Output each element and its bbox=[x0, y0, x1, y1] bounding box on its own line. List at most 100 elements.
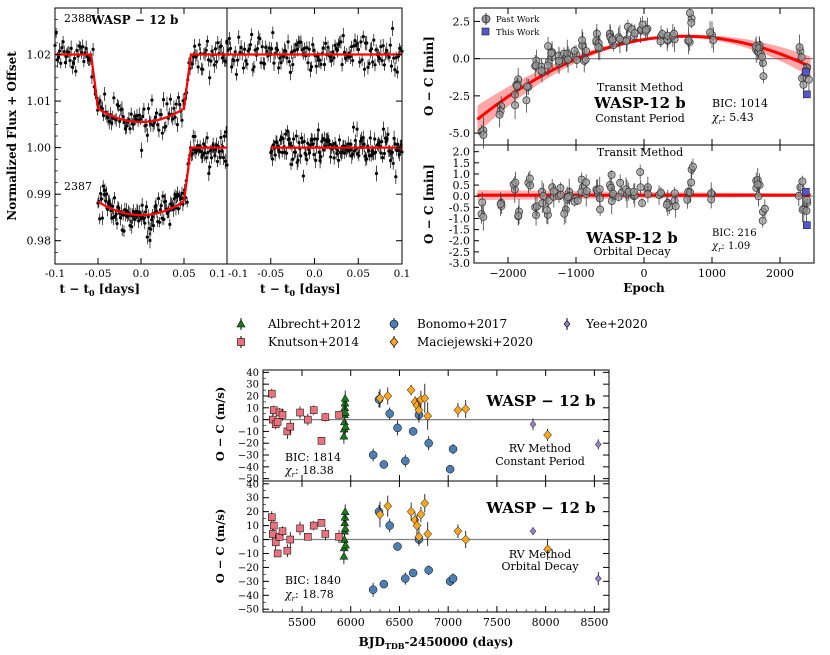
lc-point-2 bbox=[348, 55, 352, 59]
rv-top-planet: WASP − 12 b bbox=[485, 392, 595, 410]
timing-past-point bbox=[479, 213, 488, 221]
lc-point-3 bbox=[381, 156, 385, 160]
lc-point-3 bbox=[270, 157, 275, 161]
lc-point-0 bbox=[69, 46, 73, 50]
timing-past-point bbox=[688, 162, 697, 171]
lc-point-0 bbox=[103, 92, 107, 96]
lc-point-1 bbox=[161, 194, 165, 198]
lc-point-0 bbox=[123, 127, 128, 131]
lc-point-2 bbox=[305, 46, 309, 50]
lc-point-2 bbox=[306, 61, 310, 65]
lc-point-1 bbox=[103, 188, 107, 192]
rv-point-bonomo bbox=[385, 409, 394, 418]
lc-point-1 bbox=[105, 192, 109, 196]
lc-point-1 bbox=[163, 199, 168, 204]
lc-point-1 bbox=[202, 142, 206, 146]
lc-point-2 bbox=[358, 60, 362, 64]
rv-axes: 404030302020101000−10−10−20−20−30−30−40−… bbox=[238, 368, 609, 629]
lc-point-0 bbox=[70, 65, 74, 69]
lc-point-2 bbox=[371, 60, 375, 64]
lc-point-2 bbox=[391, 26, 395, 31]
lc-point-0 bbox=[131, 122, 136, 126]
lc-point-0 bbox=[137, 113, 141, 117]
lc-point-2 bbox=[299, 40, 303, 44]
timing-past-point bbox=[525, 174, 534, 183]
rv-point-knutson bbox=[304, 415, 312, 424]
rv-point-bonomo bbox=[368, 450, 378, 460]
timing-x-label: Epoch bbox=[623, 281, 665, 295]
lc-point-1 bbox=[151, 223, 156, 228]
rv-panel: Albrecht+2012 Knutson+2014 Bonomo+2017 M… bbox=[213, 317, 648, 651]
lc-point-0 bbox=[224, 60, 228, 64]
timing-past-point bbox=[522, 96, 531, 105]
lc-point-2 bbox=[395, 70, 399, 74]
lc-point-1 bbox=[177, 194, 181, 198]
timing-past-point bbox=[656, 37, 665, 46]
lc-point-0 bbox=[141, 114, 145, 119]
lc-xtick-label-right: 0.05 bbox=[347, 268, 370, 280]
lc-point-1 bbox=[99, 197, 104, 201]
lc-point-1 bbox=[98, 217, 102, 221]
lc-point-3 bbox=[270, 149, 274, 153]
rv-point-yee bbox=[529, 527, 537, 536]
rv-ytick-label-top: 30 bbox=[246, 380, 259, 391]
lc-point-1 bbox=[218, 155, 222, 160]
lc-point-1 bbox=[145, 235, 149, 239]
timing-bottom-ytick-label: 1.5 bbox=[453, 157, 471, 170]
lc-point-2 bbox=[245, 62, 249, 66]
lc-model-line-1 bbox=[97, 146, 227, 217]
timing-past-point bbox=[758, 216, 767, 225]
lc-point-2 bbox=[335, 48, 340, 52]
timing-past-point bbox=[538, 199, 547, 208]
timing-past-point bbox=[670, 189, 679, 198]
rv-point-knutson bbox=[304, 532, 312, 541]
lc-point-2 bbox=[355, 41, 359, 45]
lc-point-0 bbox=[128, 127, 132, 131]
timing-past-point bbox=[573, 196, 582, 205]
rv-point-knutson bbox=[278, 411, 287, 419]
lc-point-3 bbox=[288, 141, 292, 146]
lc-point-0 bbox=[220, 56, 224, 60]
rv-x-label: BJDTDB-2450000 (days) bbox=[359, 635, 514, 651]
lc-xtick-label-right: -0.05 bbox=[257, 268, 284, 280]
timing-past-point bbox=[616, 178, 625, 187]
timing-past-point bbox=[513, 82, 521, 91]
light-curve-panel: 0.98 0.99 1.00 1.01 1.02 -0.1 -0.1 -0.05 -0.05 0.… bbox=[5, 7, 410, 298]
lc-point-1 bbox=[157, 220, 162, 224]
rv-point-maciejewski bbox=[543, 544, 552, 555]
lc-point-2 bbox=[344, 56, 348, 61]
lc-point-0 bbox=[208, 76, 212, 80]
timing-past-point bbox=[804, 75, 813, 84]
rv-point-bonomo bbox=[448, 574, 458, 583]
rv-point-maciejewski bbox=[423, 411, 433, 421]
lc-point-3 bbox=[374, 171, 379, 176]
rv-point-bonomo bbox=[445, 464, 455, 474]
timing-bottom-model: Orbital Decay bbox=[593, 245, 671, 258]
lc-point-0 bbox=[176, 95, 181, 100]
rv-point-knutson bbox=[278, 527, 287, 535]
rv-point-knutson bbox=[268, 389, 276, 398]
lc-point-2 bbox=[252, 65, 256, 69]
rv-ytick-label-bottom: 0 bbox=[253, 535, 259, 546]
lc-point-2 bbox=[356, 47, 361, 52]
timing-axes: 2.50.0-2.5-5.02.01.51.00.50.0-0.5-1.0-1.… bbox=[449, 8, 794, 280]
legend-knutson: Knutson+2014 bbox=[237, 335, 359, 349]
lc-point-2 bbox=[311, 42, 315, 47]
timing-past-point bbox=[760, 204, 769, 213]
lc-point-1 bbox=[159, 204, 163, 208]
lc-point-2 bbox=[308, 68, 312, 72]
lc-point-2 bbox=[262, 62, 267, 66]
lc-point-0 bbox=[153, 115, 158, 119]
lc-point-0 bbox=[90, 75, 94, 79]
lc-point-2 bbox=[239, 45, 243, 50]
lc-point-3 bbox=[289, 162, 293, 166]
lc-point-2 bbox=[339, 40, 343, 44]
legend-albrecht: Albrecht+2012 bbox=[236, 317, 361, 331]
lc-point-1 bbox=[101, 184, 105, 188]
lc-point-0 bbox=[81, 45, 85, 49]
epoch-2387-label: 2387 bbox=[64, 180, 92, 193]
rv-bottom-bic: BIC: 1840 bbox=[285, 574, 341, 587]
lc-point-0 bbox=[160, 131, 164, 135]
lc-point-2 bbox=[359, 40, 363, 44]
lc-point-0 bbox=[178, 102, 182, 107]
